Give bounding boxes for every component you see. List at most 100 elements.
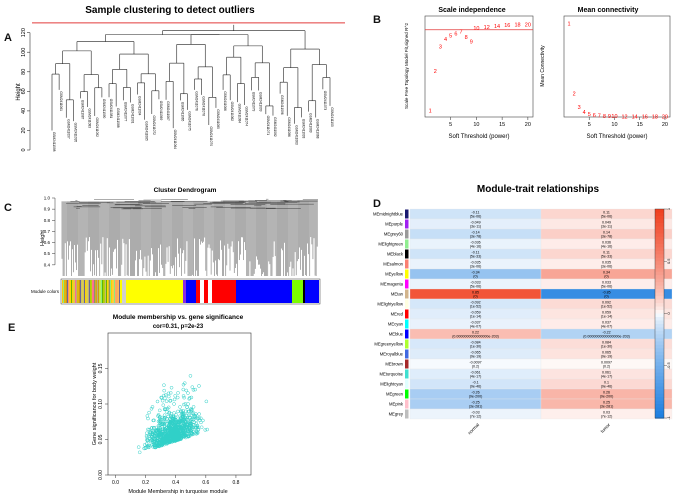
panel-e-point — [157, 433, 162, 438]
panel-d-scale-swatch — [655, 355, 664, 360]
panel-c-tree — [61, 199, 318, 276]
panel-d-cell-pvalue: (9e-200) — [469, 395, 483, 399]
panel-c-module-color — [102, 280, 103, 303]
panel-a-sample-label: GSM2411063 — [294, 125, 298, 145]
panel-d-cell-pvalue: (1e-30) — [470, 345, 482, 349]
panel-e-point — [155, 436, 159, 440]
panel-d-cell-value: -0.26 — [471, 390, 479, 394]
panel-c-module-color — [72, 280, 74, 303]
panel-d-scale-swatch — [655, 268, 664, 273]
panel-e-point — [191, 411, 196, 415]
panel-e-point — [155, 399, 160, 404]
panel-d-scale-swatch — [655, 404, 664, 409]
panel-e-point — [175, 423, 179, 427]
panel-d-row-label: MEpurple — [385, 222, 404, 227]
panel-c-module-color — [88, 280, 89, 303]
panel-c-module-color — [204, 280, 208, 303]
panel-d-scale-swatch — [655, 212, 664, 217]
panel-a-sample-label: GSM2411074 — [244, 107, 248, 127]
panel-e-point — [147, 410, 151, 415]
panel-d-row-label: MEblack — [387, 252, 404, 257]
panel-e-y-tick-label: 0.00 — [98, 470, 104, 480]
panel-c-module-color — [64, 280, 66, 303]
panel-d-row-label: MEgreenyellow — [374, 342, 404, 347]
panel-b-point-label: 7 — [459, 30, 462, 36]
panel-d-scale-swatch — [655, 362, 664, 367]
panel-e-point — [194, 412, 198, 416]
panel-d-row-color — [405, 399, 409, 409]
panel-e-point — [194, 421, 198, 426]
panel-d-row-color — [405, 249, 409, 259]
panel-e-point — [152, 418, 156, 423]
panel-c-module-color — [71, 280, 72, 303]
panel-e-point — [166, 405, 171, 410]
panel-d-scale-swatch — [655, 215, 664, 221]
panel-e-point — [181, 394, 186, 398]
panel-e-point — [186, 409, 190, 414]
panel-d-scale-swatch — [655, 240, 664, 245]
panel-c-y-tick-label: 0.8 — [44, 218, 51, 223]
panel-a-sample-label: GSM2411100 — [330, 107, 334, 126]
panel-c-module-color — [236, 280, 292, 303]
panel-e-point — [150, 426, 154, 430]
panel-d-cell-value: -0.34 — [471, 270, 479, 274]
panel-c-module-color — [82, 280, 84, 303]
panel-e-point — [152, 425, 156, 430]
panel-d-scale-swatch — [655, 334, 664, 339]
panel-e-point — [149, 407, 154, 411]
panel-e-x-tick-label: 0.6 — [202, 480, 209, 486]
panel-d-cell-pvalue: (5e-33) — [601, 255, 613, 259]
panel-b-point-label: 6 — [454, 31, 457, 37]
panel-d-scale-swatch — [655, 365, 664, 370]
panel-d-scale-swatch — [655, 393, 664, 398]
panel-b-point-label: 9 — [608, 114, 611, 120]
panel-e-point — [168, 437, 172, 442]
panel-c-y-tick-label: 0.4 — [44, 262, 51, 267]
panel-c-module-color — [110, 280, 111, 303]
panel-label-a: A — [4, 32, 12, 44]
panel-a-dendrogram: Sample clustering to detect outliers Hei… — [16, 5, 345, 152]
panel-a-sample-label: GSM2411083 — [88, 109, 92, 129]
panel-d-row-label: MEblue — [389, 332, 404, 337]
panel-a-sample-label: GSM2411066 — [223, 91, 227, 111]
panel-e-point — [178, 405, 182, 409]
panel-b-x-tick-label: 5 — [588, 122, 591, 128]
panel-c-module-color — [112, 280, 114, 303]
panel-a-y-tick-label: 100 — [21, 48, 27, 57]
panel-d-row-color — [405, 219, 409, 229]
panel-d-scale-swatch — [655, 222, 664, 228]
panel-b-point-label: 6 — [593, 113, 596, 119]
panel-e-point — [182, 422, 186, 426]
panel-d-scale-tick-label: 0 — [666, 312, 671, 315]
panel-b-x-tick-label: 5 — [449, 122, 452, 128]
panel-d-row-color — [405, 389, 409, 399]
panel-d-cell-value: 0.059 — [602, 310, 611, 314]
panel-c-module-color — [107, 280, 109, 303]
panel-c-module-color — [303, 280, 305, 303]
panel-c-module-color — [186, 280, 196, 303]
panel-a-sample-label: GSM2411091 — [130, 104, 134, 124]
panel-b-point-label: 7 — [598, 113, 601, 119]
panel-e-point — [188, 421, 192, 426]
panel-e-point — [189, 418, 193, 422]
panel-a-sample-label: GSM2411072 — [152, 115, 156, 135]
panel-b-point-label: 2 — [434, 69, 437, 75]
panel-c-module-color — [65, 280, 67, 303]
panel-a-sample-label: GSM2411078 — [202, 96, 206, 116]
panel-a-y-tick-label: 40 — [21, 108, 27, 114]
panel-e-point — [181, 433, 185, 437]
panel-d-scale-swatch — [655, 369, 664, 374]
panel-c-module-color — [91, 280, 93, 303]
panel-d-cell-pvalue: (3e-281) — [469, 405, 483, 409]
panel-b-point-label: 8 — [465, 35, 468, 41]
panel-e-point — [189, 407, 193, 411]
panel-e-point — [164, 438, 169, 442]
panel-d-row-color — [405, 339, 409, 349]
panel-e-point — [153, 445, 158, 449]
panel-a-sample-label: GSM2411077 — [123, 102, 127, 122]
panel-e-point — [137, 450, 142, 455]
panel-d-row-label: MEyellow — [385, 272, 404, 277]
panel-d-cell-pvalue: (0.0000000000000000e-203) — [583, 335, 630, 339]
panel-b2-xlabel: Soft Threshold (power) — [587, 134, 648, 140]
panel-d-scale-tick-label: 0.5 — [666, 258, 671, 264]
